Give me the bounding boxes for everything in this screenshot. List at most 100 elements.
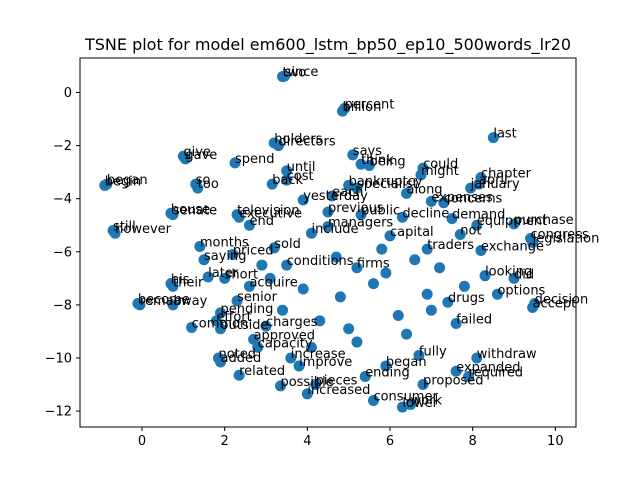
point-label: each bbox=[332, 185, 363, 200]
point-label: executive bbox=[239, 206, 302, 221]
point-label: holders bbox=[274, 132, 322, 147]
scatter-point bbox=[491, 288, 503, 300]
point-label: proposed bbox=[423, 374, 484, 389]
scatter-point bbox=[297, 283, 309, 295]
point-label: did bbox=[514, 267, 534, 282]
scatter-point bbox=[421, 288, 433, 300]
point-label: managers bbox=[328, 216, 393, 231]
point-label: drugs bbox=[448, 291, 485, 306]
point-label: january bbox=[470, 177, 520, 192]
point-label: cost bbox=[287, 169, 314, 184]
point-label: decline bbox=[402, 206, 449, 221]
point-label: two bbox=[283, 66, 307, 81]
x-tick-label: 2 bbox=[221, 434, 229, 449]
scatter-point bbox=[243, 280, 255, 292]
scatter-point bbox=[442, 296, 454, 308]
scatter-point bbox=[392, 310, 404, 322]
scatter-point bbox=[473, 178, 485, 190]
point-label: purchase bbox=[514, 213, 574, 228]
point-label: noted bbox=[218, 347, 256, 362]
scatter-point bbox=[355, 158, 367, 170]
scatter-point bbox=[376, 243, 388, 255]
point-label: think bbox=[361, 153, 394, 168]
scatter-point bbox=[231, 295, 243, 307]
point-label: equipment bbox=[477, 214, 547, 229]
scatter-point bbox=[425, 304, 437, 316]
point-label: bankruptcy bbox=[349, 174, 423, 189]
scatter-point bbox=[343, 323, 355, 335]
scatter-point bbox=[380, 267, 392, 279]
point-label: until bbox=[287, 160, 316, 175]
scatter-point bbox=[167, 209, 179, 221]
scatter-point bbox=[508, 218, 520, 230]
scatter-point bbox=[101, 178, 113, 190]
scatter-point bbox=[351, 336, 363, 348]
point-label: last bbox=[493, 127, 516, 142]
scatter-point bbox=[281, 174, 293, 186]
plot-frame bbox=[79, 57, 577, 428]
point-label: withdraw bbox=[477, 347, 537, 362]
point-label: yesterday bbox=[303, 189, 368, 204]
point-label: house bbox=[171, 202, 210, 217]
scatter-point bbox=[359, 371, 371, 383]
scatter-point bbox=[463, 371, 475, 383]
point-label: outside bbox=[221, 318, 269, 333]
y-tick-label: 0 bbox=[64, 86, 72, 101]
scatter-point bbox=[396, 401, 408, 413]
scatter-point bbox=[527, 302, 539, 314]
point-label: acquire bbox=[249, 275, 297, 290]
scatter-point bbox=[450, 317, 462, 329]
point-label: spend bbox=[235, 152, 275, 167]
scatter-point bbox=[417, 379, 429, 391]
scatter-point bbox=[421, 243, 433, 255]
scatter-point bbox=[471, 352, 483, 364]
point-label: says bbox=[353, 144, 382, 159]
scatter-point bbox=[508, 272, 520, 284]
scatter-point bbox=[219, 272, 231, 284]
scatter-point bbox=[281, 259, 293, 271]
scatter-point bbox=[322, 221, 334, 233]
scatter-point bbox=[194, 240, 206, 252]
point-label: legislation bbox=[533, 232, 600, 247]
scatter-point bbox=[272, 140, 284, 152]
scatter-point bbox=[167, 299, 179, 311]
scatter-point bbox=[409, 254, 421, 266]
point-label: television bbox=[237, 204, 300, 219]
scatter-point bbox=[454, 229, 466, 241]
point-label: could bbox=[423, 157, 458, 172]
scatter-point bbox=[305, 341, 317, 353]
point-label: ending bbox=[365, 366, 410, 381]
scatter-point bbox=[363, 160, 375, 172]
scatter-point bbox=[285, 352, 297, 364]
scatter-point bbox=[260, 320, 272, 332]
scatter-point bbox=[301, 388, 313, 400]
point-label: senate bbox=[173, 204, 217, 219]
scatter-point bbox=[227, 248, 239, 260]
x-tick-label: 8 bbox=[469, 434, 477, 449]
point-label: end bbox=[249, 214, 274, 229]
scatter-point bbox=[198, 254, 210, 266]
point-label: required bbox=[469, 366, 523, 381]
scatter-point bbox=[471, 219, 483, 231]
scatter-point bbox=[425, 195, 437, 207]
scatter-point bbox=[297, 194, 309, 206]
scatter-point bbox=[527, 237, 539, 248]
scatter-point bbox=[384, 230, 396, 242]
x-tick-label: 10 bbox=[547, 434, 564, 449]
scatter-point bbox=[202, 271, 214, 283]
point-label: capital bbox=[390, 225, 434, 240]
scatter-point bbox=[401, 328, 413, 340]
scatter-point bbox=[446, 213, 458, 225]
point-label: percent bbox=[345, 97, 395, 112]
point-label: demand bbox=[452, 208, 505, 223]
scatter-point bbox=[322, 206, 334, 218]
point-label: billion bbox=[342, 100, 381, 115]
point-label: too bbox=[198, 177, 219, 192]
scatter-point bbox=[215, 323, 227, 335]
point-label: concerns bbox=[444, 192, 503, 207]
scatter-point bbox=[351, 182, 363, 194]
y-axis: 0 −2 −4 −6 −8 −10 −12 bbox=[45, 86, 80, 420]
point-label: conditions bbox=[287, 254, 354, 269]
point-label: might bbox=[421, 164, 459, 179]
scatter-point bbox=[264, 272, 276, 284]
